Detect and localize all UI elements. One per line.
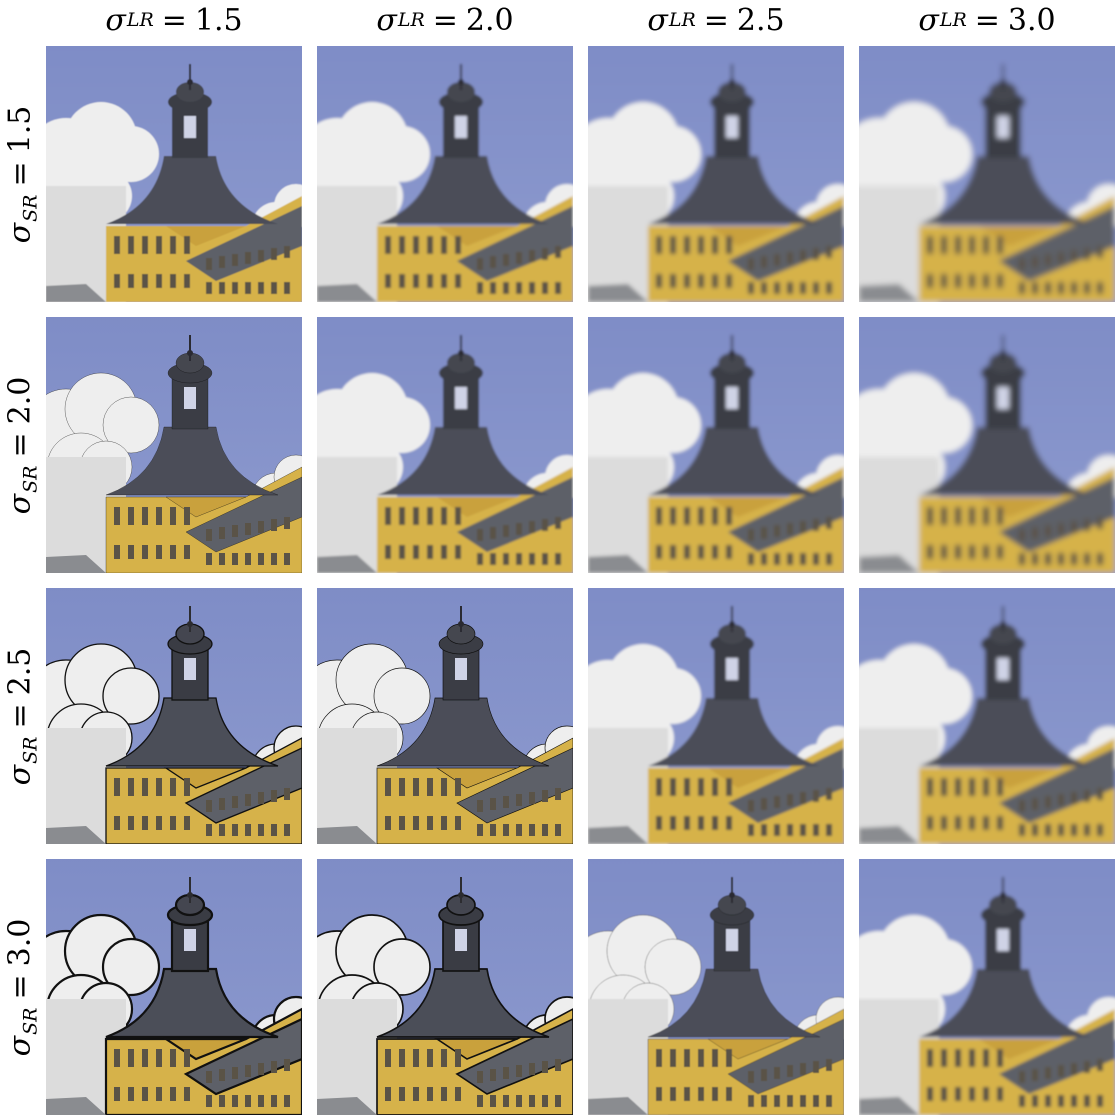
row-header-equals: = xyxy=(2,431,38,458)
row-header-value: 1.5 xyxy=(2,105,38,153)
column-header-2: σ LR = 2.0 xyxy=(317,0,573,40)
result-image-sr1-lr4 xyxy=(859,46,1115,302)
column-header-equals: = xyxy=(432,2,458,38)
column-header-4: σ LR = 3.0 xyxy=(859,0,1115,40)
result-image-sr1-lr3 xyxy=(588,46,844,302)
row-header-symbol: σ xyxy=(2,764,38,785)
column-header-equals: = xyxy=(161,2,187,38)
row-header-equals: = xyxy=(2,160,38,187)
result-image-sr1-lr1 xyxy=(46,46,302,302)
result-image-sr3-lr3 xyxy=(588,588,844,844)
result-image-sr2-lr3 xyxy=(588,317,844,573)
column-header-subscript: LR xyxy=(397,9,425,31)
row-header-subscript: SR xyxy=(19,736,42,764)
column-header-symbol: σ xyxy=(647,2,668,38)
row-header-equals: = xyxy=(2,973,38,1000)
row-header-value: 2.5 xyxy=(2,647,38,695)
result-image-sr1-lr2 xyxy=(317,46,573,302)
result-image-sr2-lr1 xyxy=(46,317,302,573)
row-header-subscript: SR xyxy=(19,1007,42,1035)
row-header-subscript: SR xyxy=(19,194,42,222)
row-header-1: σSR = 1.5 xyxy=(0,46,44,302)
column-header-value: 2.5 xyxy=(736,2,785,38)
result-image-sr4-lr1 xyxy=(46,859,302,1115)
result-image-sr3-lr4 xyxy=(859,588,1115,844)
column-header-value: 1.5 xyxy=(194,2,243,38)
result-image-sr4-lr4 xyxy=(859,859,1115,1115)
column-header-symbol: σ xyxy=(918,2,939,38)
column-header-symbol: σ xyxy=(105,2,126,38)
row-header-value: 2.0 xyxy=(2,376,38,424)
column-header-value: 2.0 xyxy=(465,2,514,38)
result-image-sr3-lr1 xyxy=(46,588,302,844)
row-header-symbol: σ xyxy=(2,222,38,243)
result-image-sr3-lr2 xyxy=(317,588,573,844)
column-header-1: σ LR = 1.5 xyxy=(46,0,302,40)
column-header-symbol: σ xyxy=(376,2,397,38)
row-header-equals: = xyxy=(2,702,38,729)
result-image-sr2-lr4 xyxy=(859,317,1115,573)
row-header-2: σSR = 2.0 xyxy=(0,317,44,573)
column-header-subscript: LR xyxy=(668,9,696,31)
row-header-symbol: σ xyxy=(2,493,38,514)
row-header-subscript: SR xyxy=(19,465,42,493)
column-header-equals: = xyxy=(703,2,729,38)
column-header-equals: = xyxy=(974,2,1000,38)
row-header-3: σSR = 2.5 xyxy=(0,588,44,844)
column-header-subscript: LR xyxy=(939,9,967,31)
column-header-3: σ LR = 2.5 xyxy=(588,0,844,40)
column-header-subscript: LR xyxy=(126,9,154,31)
result-image-sr4-lr2 xyxy=(317,859,573,1115)
row-header-value: 3.0 xyxy=(2,918,38,966)
result-image-sr2-lr2 xyxy=(317,317,573,573)
result-image-sr4-lr3 xyxy=(588,859,844,1115)
row-header-4: σSR = 3.0 xyxy=(0,859,44,1115)
row-header-symbol: σ xyxy=(2,1035,38,1056)
column-header-value: 3.0 xyxy=(1007,2,1056,38)
